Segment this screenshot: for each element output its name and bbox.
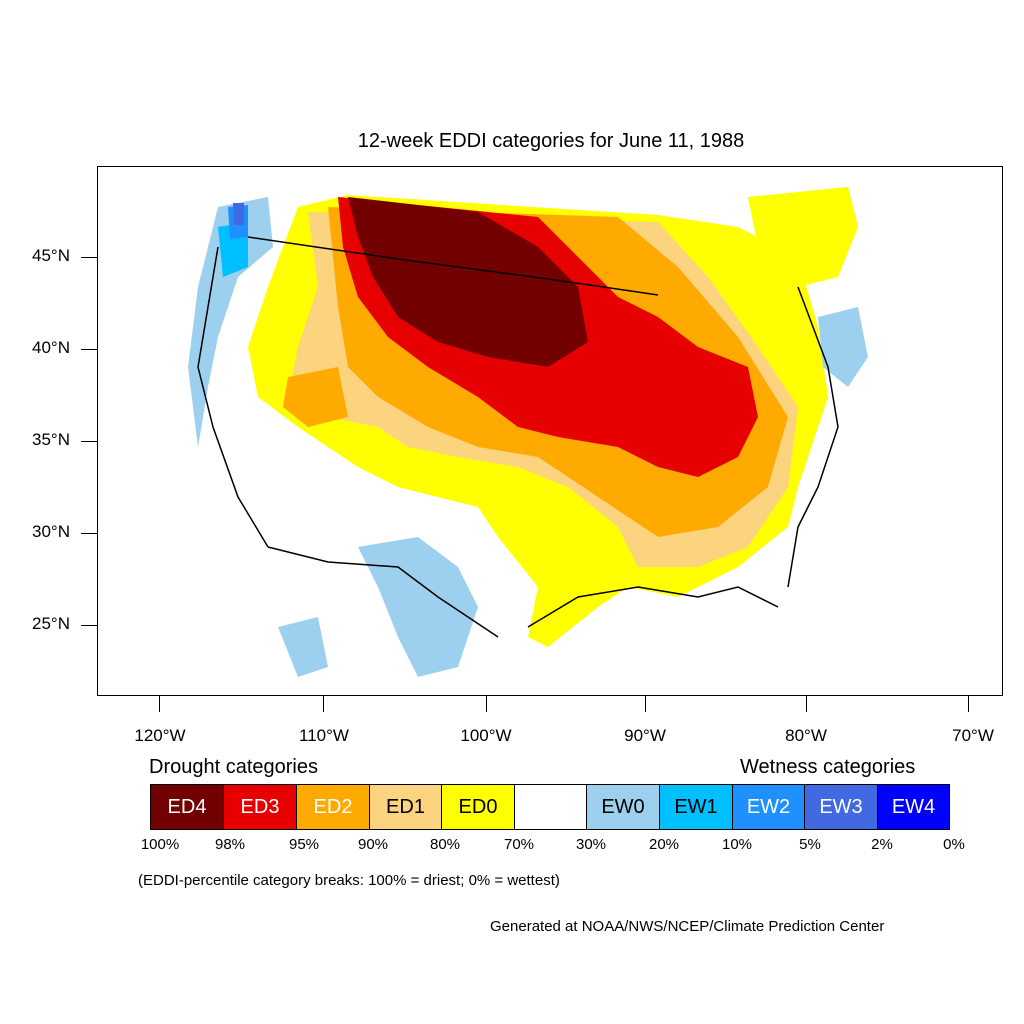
ed0-region-ne <box>748 187 858 287</box>
legend-box-ew3: EW3 <box>804 784 878 830</box>
lon-label-90w: 90°W <box>624 726 666 745</box>
break-label: 20% <box>648 836 680 853</box>
lat-label-25n: 25°N <box>32 614 70 633</box>
mexico-border <box>267 546 499 638</box>
map-panel <box>97 166 1003 696</box>
break-label: 0% <box>943 836 965 853</box>
legend-box-ed1: ED1 <box>369 784 442 830</box>
lon-label-120w: 120°W <box>134 726 186 745</box>
legend-box-ew0: EW0 <box>586 784 660 830</box>
lat-label-35n: 35°N <box>32 430 70 449</box>
drought-heading: Drought categories <box>149 756 318 778</box>
lat-label-40n: 40°N <box>32 338 70 357</box>
lon-tick <box>323 696 324 712</box>
lat-label-30n: 30°N <box>32 522 70 541</box>
ew0-region-pacific <box>188 197 273 447</box>
legend-box-ew1: EW1 <box>659 784 733 830</box>
credit-line: Generated at NOAA/NWS/NCEP/Climate Predi… <box>490 918 885 935</box>
ed2-region-west <box>283 367 348 427</box>
ew0-region-ne <box>818 307 868 387</box>
legend-box-ed2: ED2 <box>296 784 370 830</box>
legend-box-ed0: ED0 <box>441 784 515 830</box>
eddi-map <box>188 187 868 677</box>
lon-label-70w: 70°W <box>952 726 994 745</box>
ew3-region <box>233 203 244 225</box>
lat-label-45n: 45°N <box>32 246 70 265</box>
legend-box-ew2: EW2 <box>732 784 805 830</box>
gulf-coast <box>527 586 779 628</box>
lat-tick <box>81 533 97 534</box>
break-label: 100% <box>140 836 180 853</box>
east-coast <box>787 286 839 588</box>
lat-tick <box>81 349 97 350</box>
lon-tick <box>968 696 969 712</box>
lon-tick <box>645 696 646 712</box>
lat-tick <box>81 257 97 258</box>
lon-label-100w: 100°W <box>460 726 512 745</box>
ed4-region <box>348 197 588 367</box>
category-breaks-note: (EDDI-percentile category breaks: 100% =… <box>138 872 560 889</box>
break-label: 80% <box>429 836 461 853</box>
wetness-heading: Wetness categories <box>740 756 916 778</box>
category-shading <box>188 187 868 677</box>
west-coast <box>197 246 269 548</box>
boundaries <box>197 236 839 638</box>
lon-tick <box>486 696 487 712</box>
break-label: 5% <box>799 836 821 853</box>
break-label: 98% <box>214 836 246 853</box>
lon-tick <box>806 696 807 712</box>
lat-tick <box>81 441 97 442</box>
ew0-region-mex <box>278 617 328 677</box>
legend-box-neutral <box>514 784 587 830</box>
legend-box-ed3: ED3 <box>223 784 297 830</box>
break-label: 2% <box>871 836 893 853</box>
lon-tick <box>159 696 160 712</box>
legend-box-ew4: EW4 <box>877 784 950 830</box>
lon-label-80w: 80°W <box>785 726 827 745</box>
break-label: 95% <box>288 836 320 853</box>
break-label: 90% <box>357 836 389 853</box>
break-label: 30% <box>575 836 607 853</box>
ew0-region-southwest <box>358 537 478 677</box>
break-label: 70% <box>503 836 535 853</box>
lat-tick <box>81 625 97 626</box>
map-title: 12-week EDDI categories for June 11, 198… <box>357 130 745 152</box>
us-canada-border <box>247 236 659 296</box>
legend-box-ed4: ED4 <box>150 784 224 830</box>
break-label: 10% <box>721 836 753 853</box>
lon-label-110w: 110°W <box>299 726 349 745</box>
